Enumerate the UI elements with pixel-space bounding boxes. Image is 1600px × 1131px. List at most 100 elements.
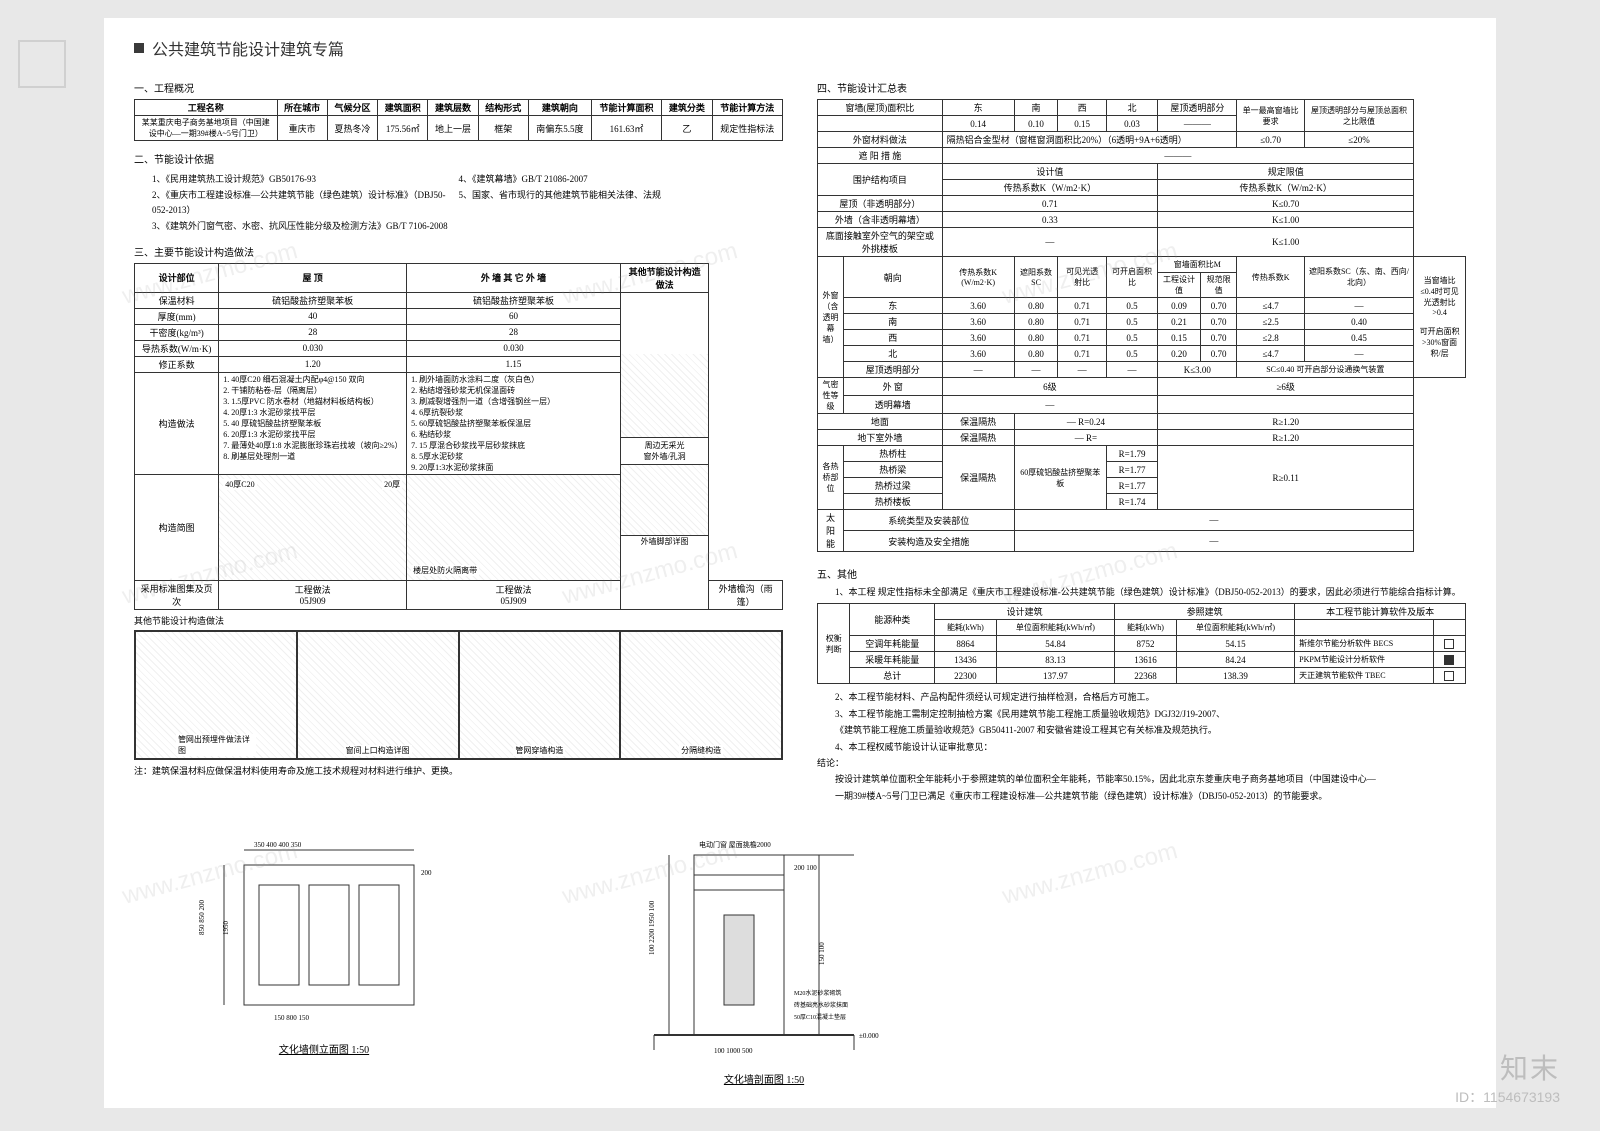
td: 权衡判断 bbox=[818, 604, 850, 684]
td: — bbox=[942, 228, 1158, 257]
project-info-table: 工程名称 所在城市 气候分区 建筑面积 建筑层数 结构形式 建筑朝向 节能计算面… bbox=[134, 99, 783, 141]
th: 设计部位 bbox=[135, 263, 219, 292]
td: 北 bbox=[1106, 100, 1157, 116]
li: 8. 刷基层处理剂一道 bbox=[223, 451, 402, 462]
caption: 文化墙侧立面图 1:50 bbox=[279, 1041, 369, 1056]
drawing-section: 电动门窗 屋面挑檐2000 200 100 100 2200 1950 100 … bbox=[594, 835, 934, 1086]
td: 0.71 bbox=[1058, 330, 1106, 346]
svg-text:150 100: 150 100 bbox=[818, 942, 826, 965]
th: 所在城市 bbox=[277, 100, 327, 116]
th: 建筑朝向 bbox=[528, 100, 591, 116]
td: 工程设计值 bbox=[1158, 273, 1201, 298]
td: 60厚硫铝酸盐挤塑聚苯板 bbox=[1014, 446, 1106, 510]
td: — bbox=[1014, 362, 1058, 378]
td: 0.71 bbox=[942, 196, 1158, 212]
envelope-table: 设计部位 屋 顶 外 墙 其 它 外 墙 其他节能设计构造做法 保温材料硫铝酸盐… bbox=[134, 263, 783, 610]
td: 0.10 bbox=[1014, 116, 1058, 132]
td: — bbox=[942, 362, 1014, 378]
th: 建筑面积 bbox=[378, 100, 428, 116]
svg-text:M20水泥砂浆砌筑: M20水泥砂浆砌筑 bbox=[794, 989, 841, 997]
td: 朝向 bbox=[843, 257, 942, 298]
li: 8. 5厚水泥砂浆 bbox=[411, 451, 616, 462]
td: 0.14 bbox=[942, 116, 1014, 132]
td bbox=[1295, 620, 1433, 636]
td: 22368 bbox=[1115, 668, 1177, 684]
svg-text:100 2200 1950 100: 100 2200 1950 100 bbox=[648, 900, 656, 955]
sheet: 公共建筑节能设计建筑专篇 一、工程概况 工程名称 所在城市 气候分区 建筑面积 … bbox=[104, 18, 1496, 1108]
th: 建筑层数 bbox=[428, 100, 478, 116]
li: 2. 粘结增强砂浆无机保温面砖 bbox=[411, 385, 616, 396]
td: 总计 bbox=[850, 668, 935, 684]
td: 系统类型及安装部位 bbox=[843, 510, 1014, 531]
td: 3.60 bbox=[942, 346, 1014, 362]
td: 能耗(kWh) bbox=[1115, 620, 1177, 636]
sec4-heading: 四、节能设计汇总表 bbox=[817, 80, 1466, 95]
td: 0.09 bbox=[1158, 298, 1201, 314]
td: 外墙檐沟（雨篷） bbox=[709, 580, 783, 609]
td: 屋顶透明部分 bbox=[843, 362, 942, 378]
td: 屋顶透明部分与屋顶总面积之比限值 bbox=[1304, 100, 1413, 132]
note: 《建筑节能工程施工质量验收规范》GB50411-2007 和安徽省建设工程其它有… bbox=[835, 723, 1466, 737]
td: 空调年耗能量 bbox=[850, 636, 935, 652]
detail-cell: 周边无采光窗外墙/孔洞外墙脚部详图 bbox=[620, 292, 708, 609]
note: 4、本工程权威节能设计认证审批意见： bbox=[835, 740, 1466, 754]
td: SC≤0.40 可开启部分设通换气装置 bbox=[1237, 362, 1414, 378]
td: 围护结构项目 bbox=[818, 164, 943, 196]
td: 0.40 bbox=[1304, 314, 1413, 330]
td: 0.80 bbox=[1014, 346, 1058, 362]
td: 13436 bbox=[935, 652, 997, 668]
note: 3、本工程节能施工需制定控制抽检方案《民用建筑节能工程施工质量验收规范》DGJ3… bbox=[835, 707, 1466, 721]
td-label: 构造做法 bbox=[135, 372, 219, 474]
td: — bbox=[942, 396, 1158, 414]
td: 底面接触室外空气的架空或外挑楼板 bbox=[818, 228, 943, 257]
td: 6级 bbox=[942, 378, 1158, 396]
svg-text:850 850 200: 850 850 200 bbox=[198, 900, 206, 936]
td: 能耗(kWh) bbox=[935, 620, 997, 636]
li: 4. 20厚1:3 水泥砂浆找平层 bbox=[223, 407, 402, 418]
svg-text:200 100: 200 100 bbox=[794, 864, 817, 872]
td: 0.70 bbox=[1200, 346, 1237, 362]
td: 西 bbox=[1058, 100, 1106, 116]
td: 南偏东5.5度 bbox=[528, 116, 591, 141]
td: 22300 bbox=[935, 668, 997, 684]
td: 各热桥部位 bbox=[818, 446, 844, 510]
sec3-heading: 三、主要节能设计构造做法 bbox=[134, 244, 783, 259]
th: 其他节能设计构造做法 bbox=[620, 263, 708, 292]
li: 5. 60厚硫铝酸盐挤塑聚苯板保温层 bbox=[411, 418, 616, 429]
td bbox=[818, 116, 943, 132]
td: R=1.74 bbox=[1106, 494, 1157, 510]
note: 一期39#楼A~5号门卫已满足《重庆市工程建设标准—公共建筑节能（绿色建筑）设计… bbox=[835, 789, 1466, 803]
td: 8752 bbox=[1115, 636, 1177, 652]
svg-text:150 800 150: 150 800 150 bbox=[274, 1014, 310, 1022]
sub-heading: 其他节能设计构造做法 bbox=[134, 614, 783, 628]
sec1-heading: 一、工程概况 bbox=[134, 80, 783, 95]
td: R≥1.20 bbox=[1158, 414, 1414, 430]
td: 热桥楼板 bbox=[843, 494, 942, 510]
section-svg: 电动门窗 屋面挑檐2000 200 100 100 2200 1950 100 … bbox=[594, 835, 934, 1065]
caption: 管网穿墙构造 bbox=[513, 745, 565, 756]
td: 28 bbox=[407, 324, 621, 340]
td: 热桥梁 bbox=[843, 462, 942, 478]
td: 13616 bbox=[1115, 652, 1177, 668]
td: 单位面积能耗(kWh/㎡) bbox=[996, 620, 1114, 636]
li: 7. 15 厚混合砂浆找平层砂浆抹底 bbox=[411, 440, 616, 451]
summary-table: 窗墙(屋顶)面积比 东 南 西 北 屋顶透明部分 单一最高窗墙比要求 屋顶透明部… bbox=[817, 99, 1466, 552]
note: 结论： bbox=[817, 756, 1466, 770]
svg-text:200: 200 bbox=[421, 869, 432, 877]
wall-diagram: 楼层处防火隔离带 bbox=[407, 474, 621, 580]
td: 0.45 bbox=[1304, 330, 1413, 346]
td: 气密性等级 bbox=[818, 378, 844, 414]
caption: 文化墙剖面图 1:50 bbox=[724, 1071, 804, 1086]
td: — R=0.24 bbox=[1014, 414, 1158, 430]
note: 2、本工程节能材料、产品构配件须经认可规定进行抽样检测，合格后方可施工。 bbox=[835, 690, 1466, 704]
caption: 管网出预埋件做法详图 bbox=[176, 734, 256, 756]
td: 保温隔热 bbox=[942, 430, 1014, 446]
td: 能源种类 bbox=[850, 604, 935, 636]
td: 0.70 bbox=[1200, 298, 1237, 314]
td: 0.70 bbox=[1200, 330, 1237, 346]
td: K≤0.70 bbox=[1158, 196, 1414, 212]
td: 窗墙面积比M bbox=[1158, 257, 1237, 273]
right-column: 四、节能设计汇总表 窗墙(屋顶)面积比 东 南 西 北 屋顶透明部分 单一最高窗… bbox=[817, 74, 1466, 805]
td: 地下室外墙 bbox=[818, 430, 943, 446]
td: K≤1.00 bbox=[1158, 228, 1414, 257]
